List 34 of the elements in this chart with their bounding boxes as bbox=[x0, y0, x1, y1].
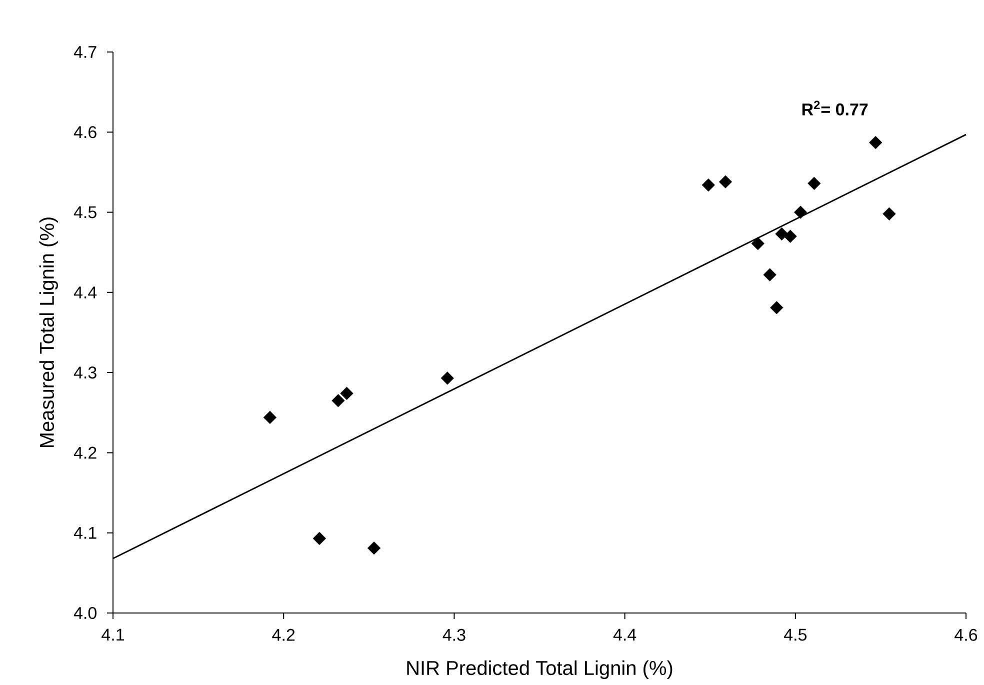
y-tick-label: 4.0 bbox=[74, 607, 96, 620]
point bbox=[702, 178, 715, 192]
point bbox=[784, 230, 797, 244]
point bbox=[775, 227, 788, 241]
point bbox=[263, 411, 277, 424]
y-tick-label: 4.2 bbox=[74, 446, 96, 459]
x-tick-label: 4.3 bbox=[442, 628, 466, 642]
point bbox=[794, 206, 808, 219]
annotation: R$^{2}$= 0.77 bbox=[802, 100, 868, 116]
point bbox=[340, 386, 354, 400]
x-tick-label: 4.2 bbox=[272, 628, 295, 641]
point bbox=[718, 175, 732, 189]
y-tick-label: 4.6 bbox=[74, 126, 96, 138]
x-tick-label: 4.5 bbox=[784, 628, 807, 641]
point bbox=[869, 136, 882, 150]
y-tick-label: 4.3 bbox=[74, 366, 96, 379]
point bbox=[770, 301, 784, 314]
point bbox=[808, 176, 821, 190]
point bbox=[367, 542, 381, 555]
y-axis-title: Measured Total Lignin (%) bbox=[39, 218, 58, 448]
y-tick-label: 4.7 bbox=[74, 46, 96, 58]
point bbox=[763, 268, 776, 282]
point bbox=[882, 207, 896, 221]
y-tick-label: 4.4 bbox=[74, 286, 97, 298]
point bbox=[440, 372, 454, 385]
point bbox=[751, 237, 764, 250]
x-axis-title: NIR Predicted Total Lignin (%) bbox=[407, 660, 672, 680]
x-tick-label: 4.6 bbox=[954, 628, 978, 642]
x-tick-label: 4.1 bbox=[102, 628, 124, 641]
y-tick-label: 4.1 bbox=[74, 527, 96, 539]
point bbox=[312, 532, 326, 546]
x-tick-label: 4.4 bbox=[613, 628, 636, 641]
point bbox=[332, 394, 345, 408]
y-tick-label: 4.5 bbox=[74, 206, 96, 218]
